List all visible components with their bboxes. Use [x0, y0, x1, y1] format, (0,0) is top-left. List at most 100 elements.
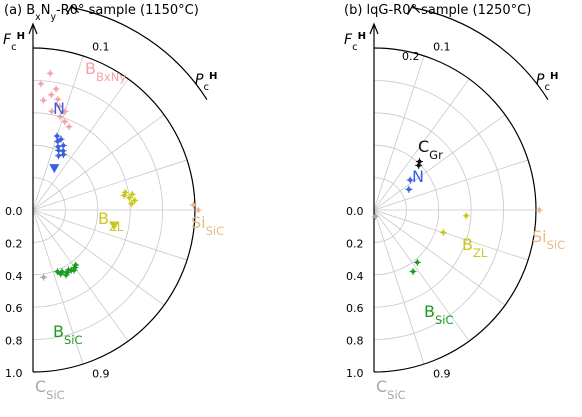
data-point: [54, 87, 59, 92]
data-point: [130, 192, 135, 197]
panel-a: (a) BxNy-R0° sample (1150°C) FcH PcH 0.0 0.2…: [3, 3, 224, 402]
series-cgr: [415, 158, 423, 169]
data-point: [127, 195, 132, 200]
grid-spoke: [32, 209, 165, 306]
grid-spoke: [373, 209, 470, 342]
series-label: N: [53, 99, 65, 118]
grid-spoke: [32, 209, 84, 365]
series-label: CSiC: [35, 377, 65, 402]
series-label: BSiC: [53, 322, 83, 347]
data-point: [417, 159, 422, 164]
grid-spoke: [373, 159, 529, 211]
data-point: [61, 152, 66, 157]
average-marker: [49, 164, 60, 174]
data-point: [55, 97, 60, 102]
zero-tick-label: 0.0: [5, 205, 23, 218]
data-point: [537, 208, 542, 212]
data-point: [41, 275, 46, 280]
grid-spoke: [32, 209, 188, 261]
series-bsic: [409, 258, 421, 276]
angular-tick-label: 0.1: [92, 41, 110, 54]
zero-tick-label: 0.0: [346, 205, 364, 218]
grid-spoke: [32, 209, 129, 342]
series-label: BSiC: [424, 302, 454, 327]
data-point: [56, 148, 61, 153]
data-point: [63, 109, 68, 114]
axis-arrow-head: [28, 22, 38, 35]
series-n: [405, 176, 414, 193]
data-point: [416, 163, 421, 168]
radial-tick-label: 0.4: [5, 270, 23, 283]
grid-spoke: [32, 114, 165, 211]
radial-tick-label: 0.6: [5, 302, 23, 315]
grid-spoke: [373, 209, 529, 261]
series-label: N: [412, 167, 424, 186]
series-label: CSiC: [376, 377, 406, 402]
data-point: [58, 114, 63, 119]
radial-tick-label: 0.2: [346, 237, 364, 250]
data-point: [406, 187, 411, 192]
grid-spoke: [32, 55, 84, 211]
angular-arrow: [71, 7, 208, 100]
data-point: [41, 98, 46, 103]
data-point: [64, 272, 69, 277]
grid-spoke: [32, 78, 129, 211]
data-point: [67, 124, 72, 129]
series-bsic: [53, 261, 80, 279]
series-label: BBxNy: [85, 59, 126, 84]
angular-axis-label: PcH: [536, 71, 558, 93]
data-point: [408, 178, 413, 183]
angular-arrow-head: [407, 4, 421, 15]
grid-spoke: [32, 159, 188, 211]
data-point: [196, 208, 201, 212]
radial-tick-label: 1.0: [5, 367, 23, 380]
data-point: [55, 134, 60, 139]
data-point: [122, 193, 127, 198]
angular-arrow: [412, 7, 549, 100]
series-bzl: [109, 188, 139, 231]
series-sisic: [189, 201, 202, 214]
series-sisic: [535, 206, 543, 214]
series-n: [49, 132, 67, 174]
data-point: [411, 269, 416, 274]
data-point: [373, 214, 378, 219]
angular-tick-label: 0.1: [433, 41, 451, 54]
radial-tick-label: 1.0: [346, 367, 364, 380]
data-point: [56, 153, 61, 158]
axis-arrow-head: [369, 22, 379, 35]
data-point: [132, 198, 137, 203]
series-bzl: [439, 212, 470, 237]
grid-spoke: [373, 78, 470, 211]
angular-tick-label: 0.9: [92, 367, 110, 380]
grid-spoke: [373, 209, 425, 365]
data-point: [191, 202, 196, 207]
data-point: [58, 271, 63, 276]
data-point: [57, 104, 62, 109]
data-point: [464, 213, 469, 218]
data-point: [62, 119, 67, 124]
data-point: [48, 71, 53, 76]
series-label: BZL: [462, 235, 488, 260]
radial-axis-label: FcH: [3, 31, 25, 53]
grid-spoke: [373, 114, 506, 211]
series-label: SiSiC: [532, 227, 565, 252]
grid-spoke: [373, 55, 425, 211]
data-point: [55, 139, 60, 144]
data-point: [49, 109, 54, 114]
radial-tick-label: 0.2: [402, 50, 420, 63]
radial-tick-label: 0.6: [346, 302, 364, 315]
data-point: [59, 137, 64, 142]
grid-spoke: [373, 209, 506, 306]
radial-tick-label: 0.8: [5, 335, 23, 348]
data-point: [129, 201, 134, 206]
chart-title: (b) lqG-R0° sample (1250°C): [344, 3, 531, 18]
angular-tick-label: 0.9: [433, 367, 451, 380]
data-point: [49, 92, 54, 97]
series-label: BZL: [98, 209, 124, 234]
panel-b: (b) lqG-R0° sample (1250°C) FcH PcH 0.0 0.2 0…: [344, 3, 565, 402]
chart-title: (a) BxNy-R0° sample (1150°C): [4, 3, 199, 23]
series-label: CGr: [418, 137, 443, 162]
series-bbxny: [37, 69, 73, 131]
data-point: [55, 269, 60, 274]
